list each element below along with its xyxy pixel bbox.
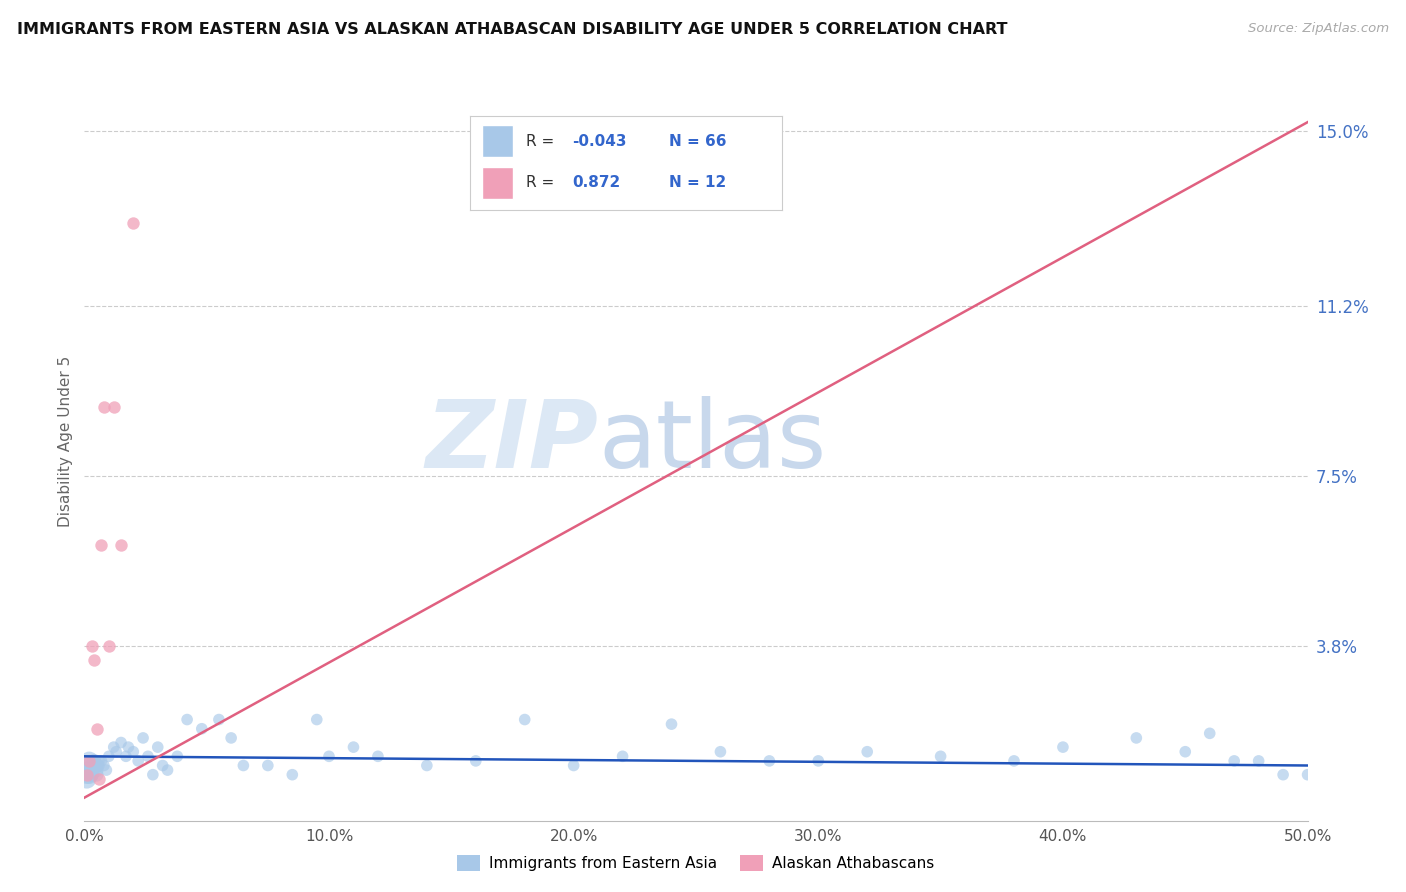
Point [156,763,179,777]
Point [929,749,952,764]
Point [122,216,145,230]
Point [77,754,100,768]
Point [97,749,120,764]
Point [367,749,389,764]
Text: Source: ZipAtlas.com: Source: ZipAtlas.com [1249,22,1389,36]
Point [1247,754,1270,768]
Point [464,754,486,768]
Point [86,763,108,777]
Point [166,749,188,764]
Point [86,767,108,781]
Point [115,749,138,764]
Point [90,754,112,768]
Point [87,754,110,768]
Point [76,772,98,787]
Point [80,767,103,781]
Point [86,722,108,736]
Point [758,754,780,768]
Point [232,758,254,772]
Point [77,763,100,777]
Point [208,713,231,727]
Point [661,717,683,731]
Point [146,740,169,755]
Point [142,767,165,781]
Point [807,754,830,768]
Point [416,758,439,772]
Point [281,767,304,781]
Point [1223,754,1246,768]
Point [80,767,103,781]
Point [105,745,128,759]
Point [342,740,364,755]
Point [132,731,155,745]
Point [257,758,280,772]
Point [83,653,105,667]
Point [191,722,214,736]
Point [513,713,536,727]
Point [856,745,879,759]
Point [1052,740,1074,755]
Point [612,749,634,764]
Point [1174,745,1197,759]
Point [93,758,115,772]
Point [77,754,100,768]
Point [97,639,120,653]
Point [1296,767,1319,781]
Point [1272,767,1295,781]
Point [83,754,105,768]
Point [90,538,112,552]
Point [96,763,118,777]
Point [80,763,103,777]
Point [122,745,145,759]
Point [709,745,731,759]
Point [1198,726,1220,740]
Point [80,639,103,653]
Point [93,400,115,414]
Point [136,749,159,764]
Point [176,713,198,727]
Point [117,740,139,755]
Point [127,754,149,768]
Legend: Immigrants from Eastern Asia, Alaskan Athabascans: Immigrants from Eastern Asia, Alaskan At… [451,849,941,878]
Point [86,758,108,772]
Point [83,763,105,777]
Point [87,758,110,772]
Point [110,735,132,749]
Point [103,400,125,414]
Point [1125,731,1147,745]
Point [76,767,98,781]
Point [305,713,328,727]
Text: IMMIGRANTS FROM EASTERN ASIA VS ALASKAN ATHABASCAN DISABILITY AGE UNDER 5 CORREL: IMMIGRANTS FROM EASTERN ASIA VS ALASKAN … [17,22,1007,37]
Point [87,772,110,787]
Point [103,740,125,755]
Point [76,758,98,772]
Text: ZIP: ZIP [425,395,598,488]
Point [219,731,242,745]
Point [110,538,132,552]
Point [76,767,98,781]
Point [80,758,103,772]
Point [562,758,585,772]
Point [152,758,174,772]
Point [318,749,340,764]
Point [77,767,100,781]
Point [1002,754,1025,768]
Y-axis label: Disability Age Under 5: Disability Age Under 5 [58,356,73,527]
Text: atlas: atlas [598,395,827,488]
